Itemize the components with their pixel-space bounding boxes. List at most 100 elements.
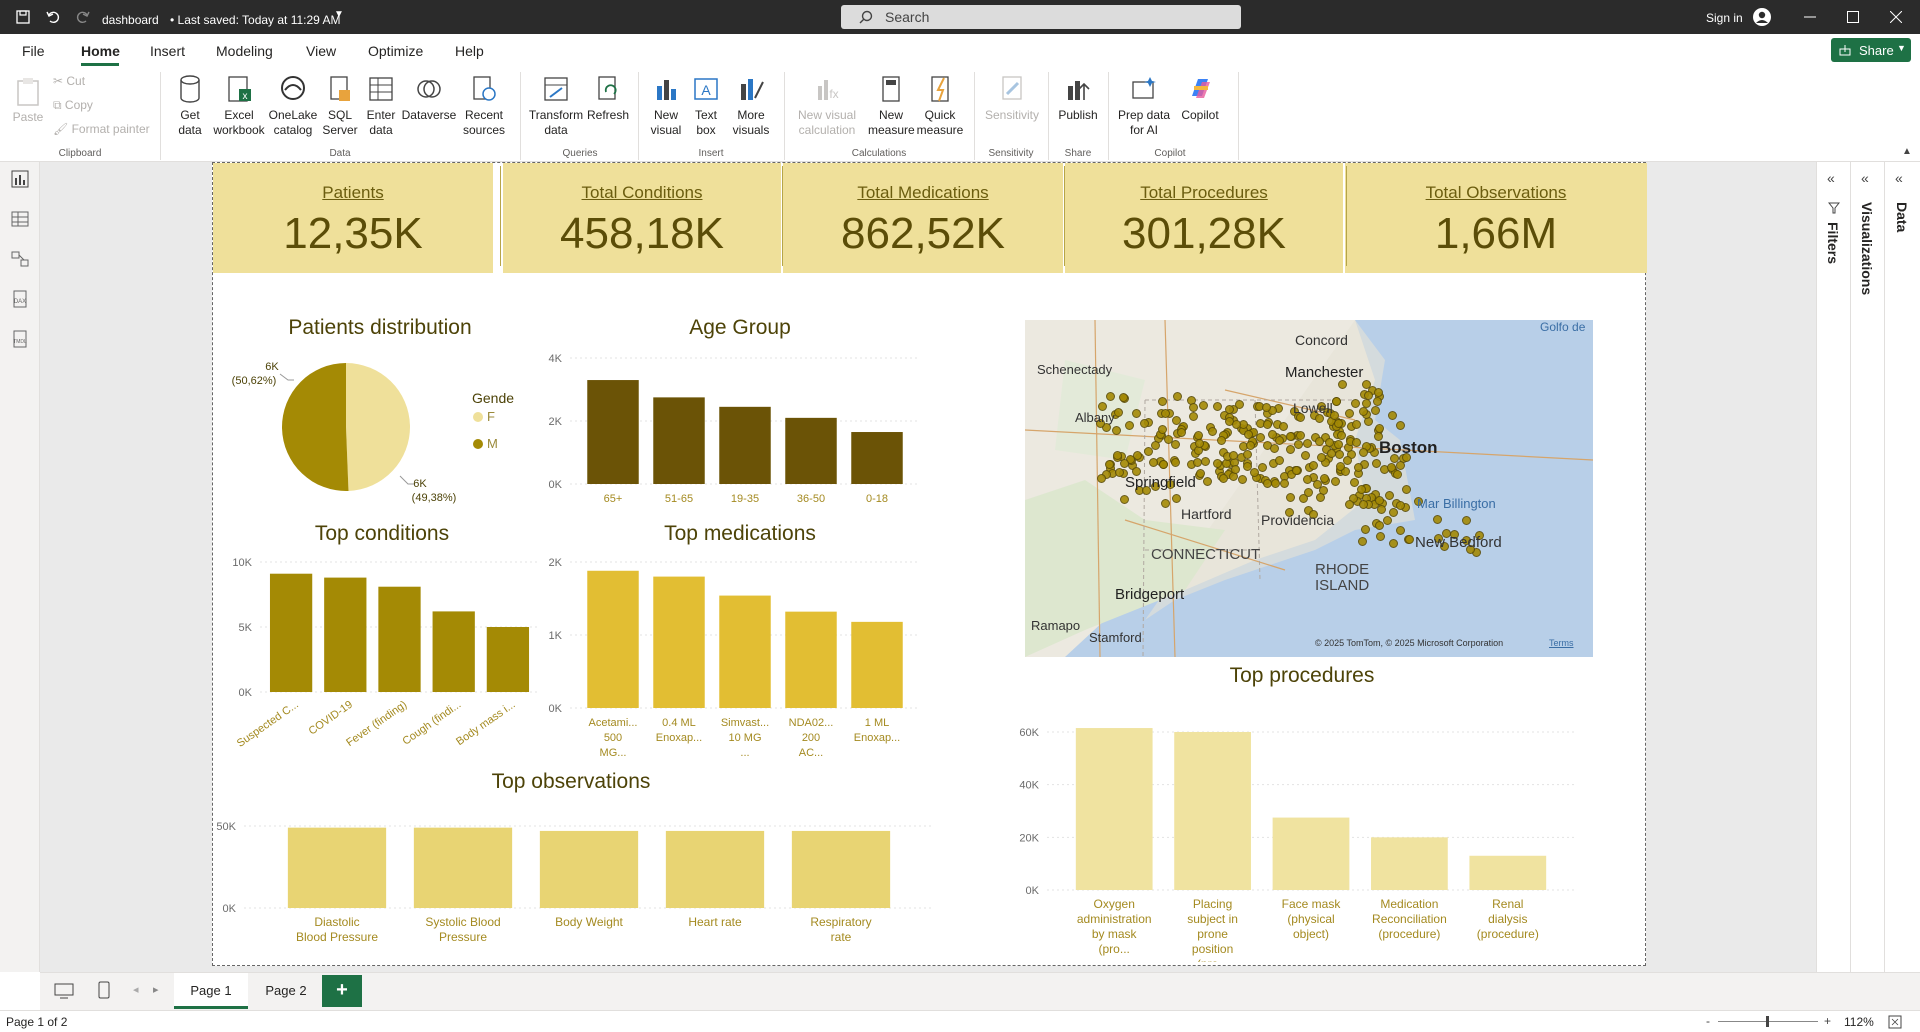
undo-icon[interactable] bbox=[46, 10, 60, 24]
table-view-icon[interactable] bbox=[11, 210, 29, 228]
new-measure-button[interactable]: New measure bbox=[868, 74, 915, 138]
map-dot[interactable] bbox=[1219, 474, 1229, 484]
map-dot[interactable] bbox=[1387, 410, 1397, 420]
map-dot[interactable] bbox=[1201, 457, 1211, 467]
tmdl-view-icon[interactable]: TMDL bbox=[11, 330, 29, 348]
map-dot[interactable] bbox=[1390, 453, 1400, 463]
map-dot[interactable] bbox=[1396, 460, 1406, 470]
data-pane[interactable]: « Data bbox=[1884, 162, 1920, 972]
map-dot[interactable] bbox=[1401, 484, 1411, 494]
minimize-icon[interactable] bbox=[1804, 16, 1816, 18]
bar[interactable] bbox=[1272, 817, 1350, 890]
map-dot[interactable] bbox=[1360, 525, 1370, 535]
map-dot[interactable] bbox=[1352, 437, 1362, 447]
maximize-icon[interactable] bbox=[1847, 11, 1859, 23]
menu-insert[interactable]: Insert bbox=[150, 43, 186, 59]
map-dot[interactable] bbox=[1274, 456, 1284, 466]
zoom-slider-thumb[interactable] bbox=[1766, 1016, 1769, 1027]
map-dot[interactable] bbox=[1105, 459, 1115, 469]
map-dot[interactable] bbox=[1376, 505, 1386, 515]
map-dot[interactable] bbox=[1433, 514, 1443, 524]
new-visual-button[interactable]: New visual bbox=[646, 74, 686, 138]
map-dot[interactable] bbox=[1296, 413, 1306, 423]
share-button[interactable]: Share ▼ bbox=[1831, 38, 1911, 62]
map-dot[interactable] bbox=[1261, 402, 1271, 412]
map-dot[interactable] bbox=[1334, 419, 1343, 429]
bar[interactable] bbox=[791, 830, 891, 908]
map-dot[interactable] bbox=[1113, 450, 1123, 460]
map-dot[interactable] bbox=[1374, 520, 1384, 530]
map-dot[interactable] bbox=[1269, 444, 1279, 454]
map-dot[interactable] bbox=[1341, 467, 1351, 477]
pie-chart[interactable]: 6K(50,62%) 6K(49,38%) Gender FM bbox=[214, 350, 514, 510]
chevron-down-icon[interactable]: ▼ bbox=[334, 9, 344, 20]
map-dot[interactable] bbox=[1320, 473, 1330, 483]
map-dot[interactable] bbox=[1125, 421, 1135, 431]
scroll-right-icon[interactable]: ▸ bbox=[153, 984, 159, 996]
scroll-left-icon[interactable]: ◂ bbox=[133, 984, 139, 996]
map-dot[interactable] bbox=[1344, 409, 1354, 419]
legend-item[interactable]: M bbox=[487, 436, 498, 451]
map-dot[interactable] bbox=[1433, 534, 1443, 544]
map-dot[interactable] bbox=[1246, 441, 1256, 451]
bar[interactable] bbox=[719, 406, 771, 484]
bar[interactable] bbox=[719, 595, 771, 708]
map-dot[interactable] bbox=[1263, 479, 1273, 489]
map-dot[interactable] bbox=[1302, 439, 1312, 449]
map-dot[interactable] bbox=[1098, 402, 1108, 412]
map-dot[interactable] bbox=[1163, 434, 1173, 444]
top-observations-chart[interactable]: 0K 50K Diastolic Blood Pressure Systolic Blo… bbox=[214, 808, 934, 968]
map-dot[interactable] bbox=[1115, 468, 1125, 478]
recent-sources-button[interactable]: Recent sources bbox=[458, 74, 510, 138]
add-page-button[interactable]: + bbox=[322, 975, 362, 1007]
save-icon[interactable] bbox=[16, 10, 30, 24]
map-dot[interactable] bbox=[1337, 430, 1347, 440]
map-dot[interactable] bbox=[1280, 479, 1290, 489]
map-visual[interactable]: Concord Manchester Schenectady Albany Lo… bbox=[1025, 320, 1593, 657]
map-dot[interactable] bbox=[1195, 468, 1205, 478]
bar[interactable] bbox=[653, 576, 705, 708]
map-dot[interactable] bbox=[1161, 499, 1171, 509]
map-dot[interactable] bbox=[1294, 439, 1304, 449]
map-dot[interactable] bbox=[1292, 465, 1302, 475]
expand-pane-icon[interactable]: « bbox=[1827, 170, 1835, 186]
map-dot[interactable] bbox=[1286, 431, 1296, 441]
map-dot[interactable] bbox=[1267, 430, 1277, 440]
map-dot[interactable] bbox=[1242, 450, 1252, 460]
copilot-button[interactable]: Copilot bbox=[1176, 74, 1224, 123]
menu-file[interactable]: File bbox=[22, 43, 45, 59]
map-dot[interactable] bbox=[1114, 407, 1124, 417]
menu-modeling[interactable]: Modeling bbox=[216, 43, 273, 59]
map-dot[interactable] bbox=[1387, 463, 1397, 473]
map-dot[interactable] bbox=[1383, 516, 1393, 526]
map-dot[interactable] bbox=[1405, 534, 1415, 544]
map-dot[interactable] bbox=[1243, 462, 1253, 472]
map-dot[interactable] bbox=[1314, 414, 1324, 424]
map-dot[interactable] bbox=[1344, 499, 1354, 509]
map-dot[interactable] bbox=[1396, 525, 1406, 535]
redo-icon[interactable] bbox=[76, 10, 90, 24]
account-icon[interactable] bbox=[1752, 7, 1772, 27]
map-dot[interactable] bbox=[1357, 485, 1367, 495]
map-dot[interactable] bbox=[1158, 460, 1168, 470]
map-dot[interactable] bbox=[1308, 509, 1318, 519]
map-dot[interactable] bbox=[1439, 541, 1449, 551]
map-dot[interactable] bbox=[1213, 401, 1223, 411]
page-tab-2[interactable]: Page 2 bbox=[265, 983, 307, 998]
map-dot[interactable] bbox=[1370, 405, 1380, 415]
enter-data-button[interactable]: Enter data bbox=[362, 74, 400, 138]
map-dot[interactable] bbox=[1151, 481, 1161, 491]
zoom-in-button[interactable]: + bbox=[1824, 1014, 1832, 1028]
kpi-card-patients[interactable]: Patients 12,35K bbox=[213, 163, 493, 273]
file-name[interactable]: dashboard bbox=[102, 13, 159, 27]
map-dot[interactable] bbox=[1475, 531, 1485, 541]
pie-slice-m[interactable] bbox=[282, 363, 349, 491]
map-dot[interactable] bbox=[1097, 473, 1107, 483]
kpi-card-conditions[interactable]: Total Conditions 458,18K bbox=[503, 163, 781, 273]
map-dot[interactable] bbox=[1375, 532, 1385, 542]
bar[interactable] bbox=[785, 417, 837, 484]
kpi-card-observations[interactable]: Total Observations 1,66M bbox=[1345, 163, 1647, 273]
map-dot[interactable] bbox=[1172, 493, 1182, 503]
map-dot[interactable] bbox=[1375, 496, 1385, 506]
copy-button[interactable]: ⧉ Copy bbox=[53, 98, 93, 113]
